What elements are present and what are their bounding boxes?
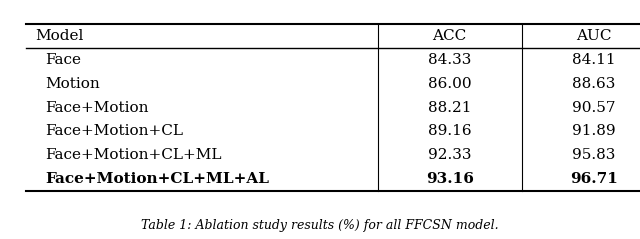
Text: 88.63: 88.63: [572, 77, 615, 91]
Text: Face+Motion+CL+ML: Face+Motion+CL+ML: [45, 148, 221, 162]
Text: 91.89: 91.89: [572, 125, 616, 138]
Text: 95.83: 95.83: [572, 148, 615, 162]
Text: Motion: Motion: [45, 77, 100, 91]
Text: 84.11: 84.11: [572, 53, 616, 67]
Text: 84.33: 84.33: [428, 53, 471, 67]
Text: 96.71: 96.71: [570, 172, 618, 186]
Text: 90.57: 90.57: [572, 101, 615, 114]
Text: Face+Motion+CL: Face+Motion+CL: [45, 125, 183, 138]
Text: 86.00: 86.00: [428, 77, 472, 91]
Text: AUC: AUC: [576, 29, 611, 43]
Text: Face+Motion: Face+Motion: [45, 101, 148, 114]
Text: 88.21: 88.21: [428, 101, 471, 114]
Text: Model: Model: [35, 29, 84, 43]
Text: Table 1: Ablation study results (%) for all FFCSN model.: Table 1: Ablation study results (%) for …: [141, 219, 499, 232]
Text: ACC: ACC: [433, 29, 467, 43]
Text: Face+Motion+CL+ML+AL: Face+Motion+CL+ML+AL: [45, 172, 269, 186]
Text: 93.16: 93.16: [426, 172, 474, 186]
Text: 92.33: 92.33: [428, 148, 471, 162]
Text: Face: Face: [45, 53, 81, 67]
Text: 89.16: 89.16: [428, 125, 472, 138]
